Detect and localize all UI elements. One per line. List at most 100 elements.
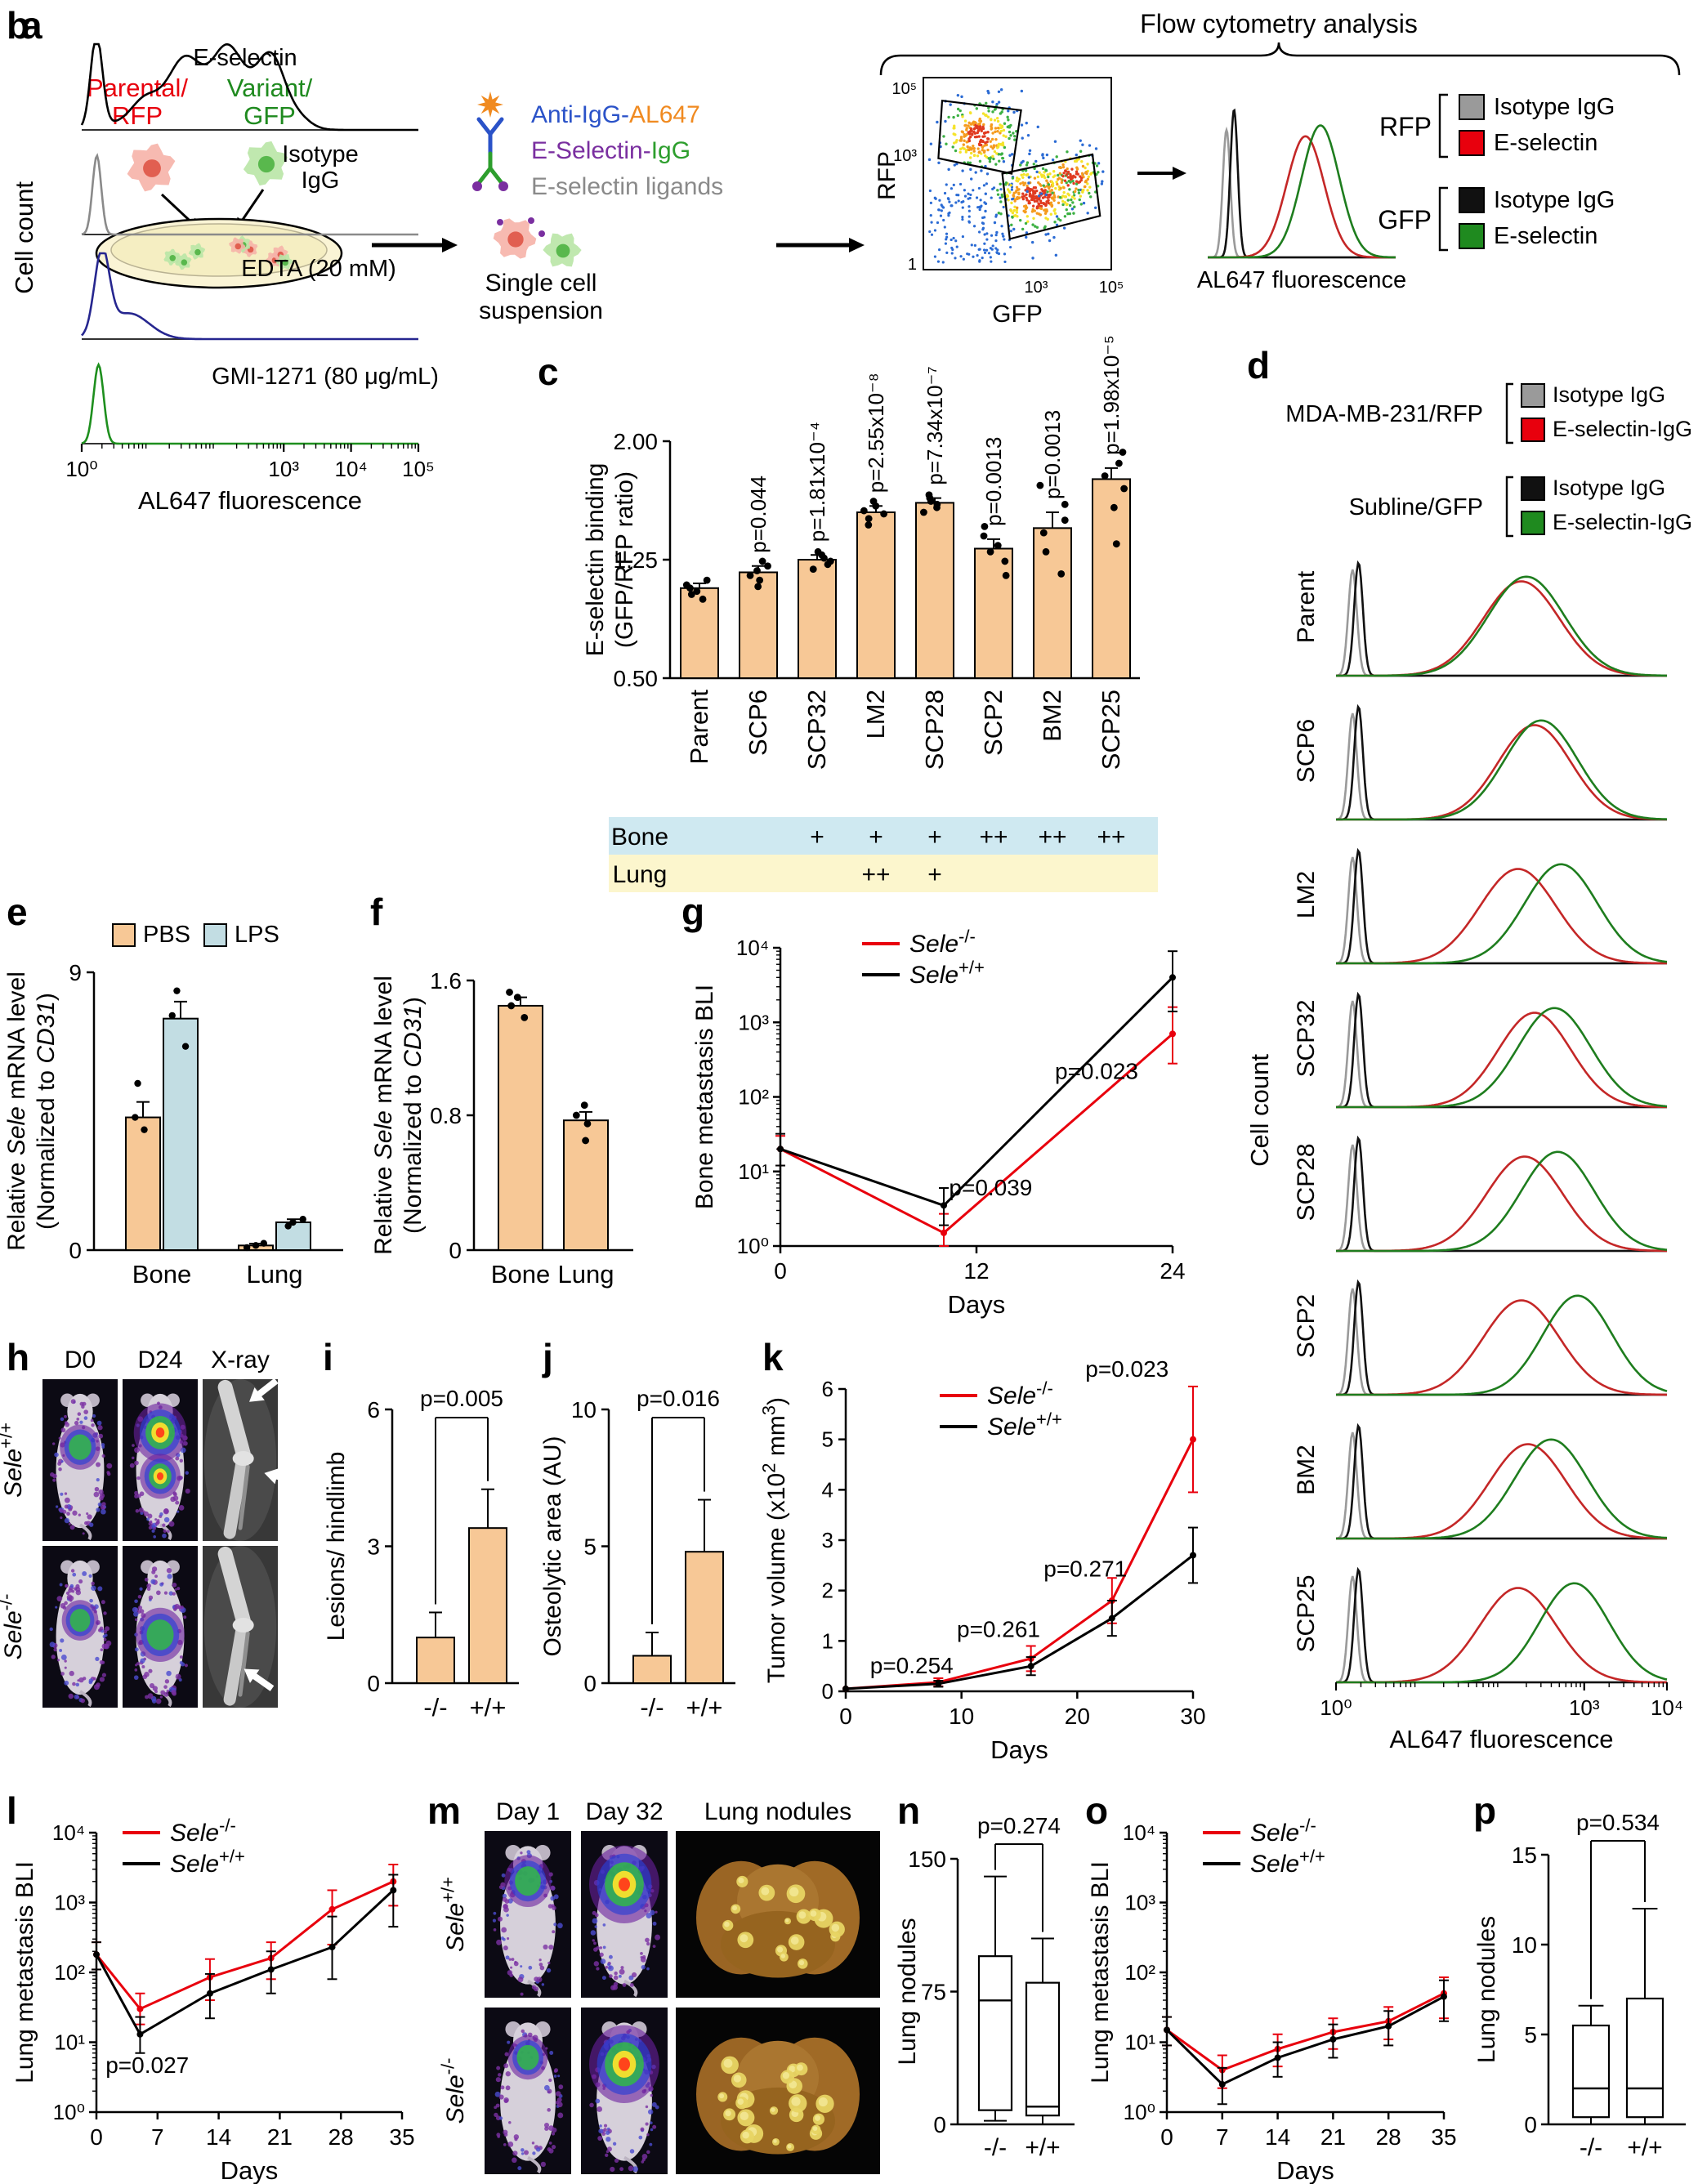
table-row-bg-Lung: [609, 855, 1158, 892]
scatter-dot: [1039, 192, 1043, 195]
scatter-dot: [1012, 132, 1015, 135]
bar-SCP28: [915, 502, 954, 679]
y-tick: 0: [69, 1238, 82, 1263]
bli-speckle: [500, 1936, 504, 1941]
scatter-dot: [996, 248, 999, 252]
scatter-dot: [981, 228, 985, 231]
flow-curve: [1336, 1294, 1668, 1396]
scatter-dot: [1010, 201, 1013, 205]
scatter-dot: [1041, 167, 1045, 171]
bli-speckle: [505, 1955, 510, 1960]
scatter-dot: [1079, 176, 1084, 180]
bli-speckle: [60, 1417, 65, 1422]
bli-speckle: [592, 1939, 595, 1942]
x-tick: 21: [1320, 2124, 1346, 2150]
bli-speckle: [641, 2153, 648, 2159]
bli-speckle: [97, 1425, 103, 1431]
scatter-dot: [967, 220, 971, 223]
lung-nodule-highlight: [737, 2098, 744, 2106]
scatter-dot: [1026, 172, 1030, 176]
scatter-dot: [1000, 124, 1004, 127]
scatter-dot: [971, 133, 974, 136]
bli-speckle: [174, 1588, 177, 1591]
scatter-dot: [1027, 176, 1031, 179]
scatter-dot: [1066, 171, 1070, 174]
y-axis-label: (Normalized to CD31): [33, 993, 60, 1230]
data-point: [1164, 2026, 1170, 2034]
scatter-dot: [1095, 164, 1099, 167]
bli-speckle: [155, 1698, 162, 1704]
scatter-dot: [961, 215, 964, 219]
scatter-dot: [954, 239, 958, 243]
bli-speckle: [96, 1682, 101, 1687]
p_box: 15 10 5 0 -/- +/+ p=0.534 Lung nodules: [1473, 1810, 1686, 2161]
bli-speckle: [60, 1460, 64, 1463]
scatter-dot: [1010, 223, 1013, 226]
scatter-dot: [1060, 178, 1063, 181]
x-tick: 20: [1065, 1704, 1090, 1729]
flow-curve: [1335, 856, 1667, 965]
scatter-dot: [1042, 184, 1045, 187]
bli-speckle: [647, 2109, 654, 2115]
scatter-dot: [944, 119, 947, 123]
panel-m: m Day 1 Day 32 Lung nodules Sele+/+ Sele-/-: [421, 1785, 891, 2184]
bli-speckle: [132, 1606, 138, 1613]
data-point: [181, 1043, 190, 1050]
scatter-dot: [1067, 180, 1070, 183]
scatter-dot: [997, 90, 1001, 93]
bli-speckle: [166, 1690, 170, 1693]
row-label: BM2: [1293, 1445, 1320, 1495]
arrow-icon: [249, 1379, 278, 1402]
bli-speckle: [163, 1691, 169, 1697]
data-point: [141, 1126, 148, 1133]
scatter-dot: [1002, 234, 1005, 238]
bli-signal-core: [619, 1878, 630, 1891]
bli-speckle: [543, 1944, 548, 1950]
scatter-dot: [967, 197, 970, 200]
x-label: +/+: [470, 1693, 507, 1722]
bli-speckle: [77, 1412, 82, 1416]
scatter-dot: [972, 144, 975, 148]
y-tick: 10⁰: [53, 2100, 85, 2124]
bli-speckle: [496, 1939, 502, 1945]
data-point: [1274, 2054, 1281, 2061]
panel-d-legend: MDA-MB-231/RFP Isotype IgG E-selectin-IgG S…: [1285, 382, 1692, 538]
p-value: p=0.023: [1055, 1059, 1138, 1084]
bli-speckle: [596, 1945, 600, 1950]
scatter-dot: [991, 100, 994, 104]
scatter-dot: [1033, 197, 1036, 200]
p-value: p=0.005: [420, 1386, 503, 1411]
panel-i-graphic: 6 3 0 -/- +/+ Lesions/ hindlimb p=0.005: [323, 1386, 519, 1722]
bli-speckle: [622, 1983, 627, 1987]
scatter-dot: [930, 221, 933, 224]
scatter-dot: [1002, 160, 1006, 163]
bli-mouse-d24-wt: [123, 1379, 198, 1541]
scatter-dot: [1055, 181, 1058, 184]
bli-speckle: [134, 1668, 138, 1672]
data-point: [243, 1244, 251, 1252]
bli-speckle: [101, 1445, 105, 1449]
scatter-dot: [1048, 239, 1052, 243]
y-tick: 2: [822, 1579, 833, 1603]
data-point: [1039, 529, 1048, 537]
scatter-dot: [1009, 245, 1012, 249]
flow-curve: [81, 362, 418, 445]
bli-speckle: [82, 1571, 87, 1576]
scatter-dot: [1101, 170, 1105, 173]
scatter-dot: [1008, 130, 1012, 134]
x-label: BM2: [1038, 690, 1066, 742]
data-point: [920, 508, 927, 516]
x-tick: 0: [1160, 2124, 1173, 2150]
scatter-dot: [996, 193, 1000, 196]
scatter-dot: [1080, 159, 1084, 163]
bli-speckle: [496, 2133, 501, 2137]
cell-icon: [188, 243, 206, 260]
bli-speckle: [506, 1914, 509, 1917]
scatter-dot: [1018, 218, 1022, 222]
p-value: p=0.271: [1043, 1556, 1127, 1581]
scatter-dot: [1033, 199, 1037, 203]
lung-nodule-highlight: [761, 1887, 770, 1896]
series-line: [95, 1889, 395, 2036]
scatter-dot: [1047, 183, 1051, 186]
scatter-dot: [989, 140, 992, 143]
